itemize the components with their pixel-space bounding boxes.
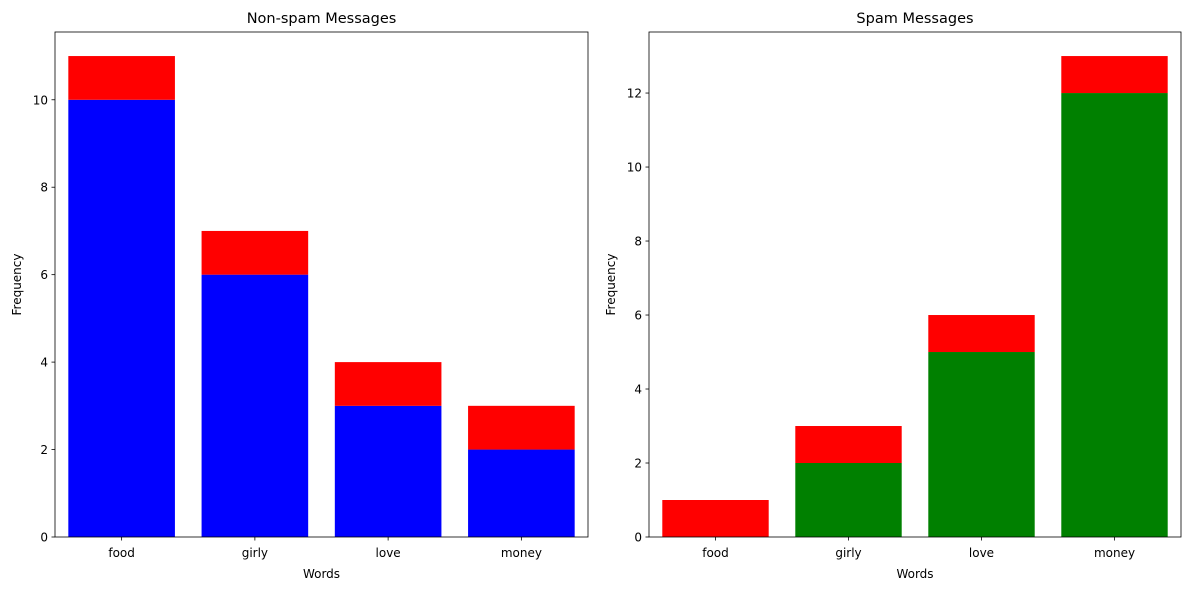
bar-money-series-2: [1061, 56, 1168, 94]
bar-food-series-2: [662, 500, 769, 537]
chart-panel-2: 0 2 4 6 8 10 12 food girly love money Spam Messages…: [604, 11, 1182, 581]
bar-money-series-2: [468, 405, 575, 450]
plot-frame: [648, 31, 1182, 538]
y-tick-label: 8: [40, 181, 48, 195]
chart-title: Spam Messages: [856, 11, 973, 27]
x-tick-label: girly: [835, 546, 861, 560]
x-tick-label: girly: [242, 546, 268, 560]
y-axis-label: Frequency: [10, 254, 24, 316]
x-tick-label: money: [1094, 546, 1135, 560]
y-tick-label: 0: [634, 531, 642, 545]
bar-love-series-1: [334, 405, 442, 537]
y-tick-label: 4: [634, 383, 642, 397]
y-tick-label: 6: [634, 309, 642, 323]
bar-food-series-2: [68, 56, 175, 100]
y-tick-label: 6: [40, 268, 48, 282]
y-tick-label: 2: [634, 457, 642, 471]
bar-money-series-1: [1061, 93, 1168, 538]
y-tick-label: 8: [634, 235, 642, 249]
bar-girly-series-1: [201, 274, 309, 537]
x-tick-label: love: [376, 546, 401, 560]
bar-girly-series-2: [201, 230, 309, 275]
y-tick-label: 0: [40, 531, 48, 545]
chart-panel-1: 0 2 4 6 8 10 food girly love money Non-spam Messag…: [10, 11, 589, 581]
bar-girly-series-2: [795, 426, 902, 464]
y-tick-label: 4: [40, 356, 48, 370]
bar-love-series-2: [928, 315, 1035, 353]
x-tick-label: food: [702, 546, 729, 560]
y-tick-label: 10: [33, 93, 48, 107]
bar-money-series-1: [468, 449, 575, 537]
chart-title: Non-spam Messages: [247, 11, 397, 27]
y-tick-label: 10: [627, 161, 642, 175]
y-tick-label: 2: [40, 443, 48, 457]
bar-food-series-1: [68, 99, 175, 537]
y-tick-label: 12: [627, 87, 642, 101]
x-tick-label: food: [108, 546, 135, 560]
x-axis-label: Words: [896, 567, 933, 581]
x-tick-label: money: [501, 546, 542, 560]
bar-girly-series-1: [795, 463, 902, 537]
x-tick-label: love: [969, 546, 994, 560]
x-axis-label: Words: [303, 567, 340, 581]
bar-love-series-2: [334, 362, 442, 406]
plot-frame: [54, 31, 589, 538]
bar-love-series-1: [928, 352, 1035, 537]
y-axis-label: Frequency: [604, 254, 618, 316]
